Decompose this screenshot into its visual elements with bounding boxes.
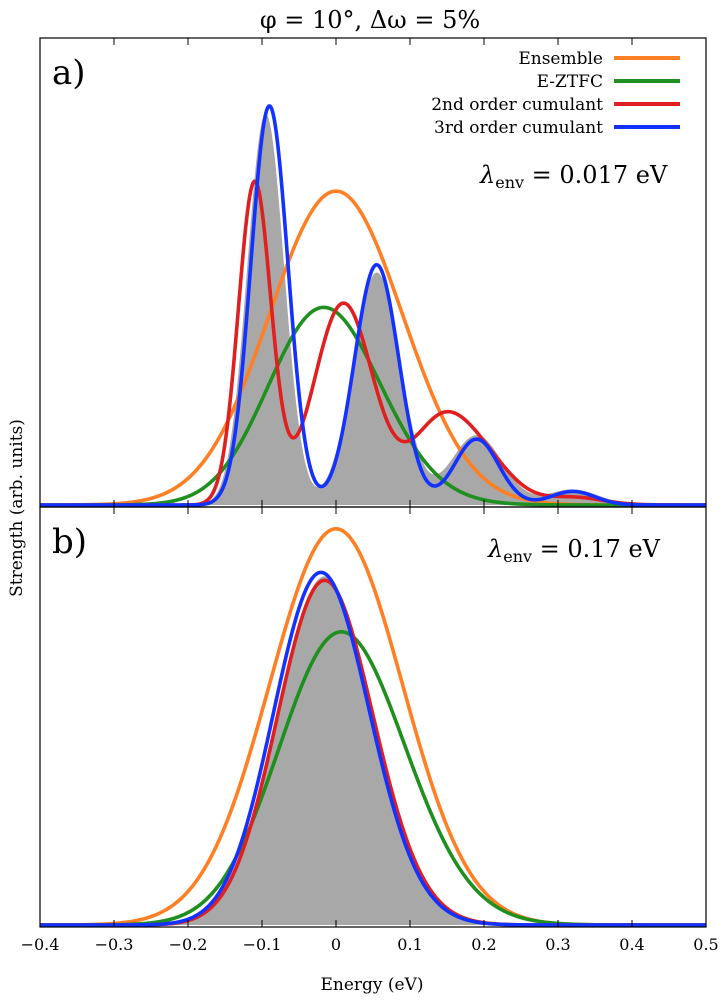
- y-axis-title: Strength (arb. units): [7, 419, 27, 597]
- legend-entry-label: 2nd order cumulant: [431, 95, 603, 115]
- panel-b-fill-area: [40, 576, 706, 925]
- panel-b-lambda-sub: env: [503, 547, 532, 566]
- x-tick-label: 0.3: [545, 935, 570, 954]
- x-tick-label: −0.3: [95, 935, 134, 954]
- x-axis-title: Energy (eV): [320, 975, 423, 995]
- panel-a-series-3rd-order-cumulant: [39, 104, 707, 507]
- x-tick-label: 0.5: [693, 935, 718, 954]
- legend-entry-label: 3rd order cumulant: [434, 118, 603, 138]
- panel-b-border: [39, 506, 707, 928]
- panel-a-fill-area: [40, 113, 706, 505]
- panel-b-frame: [39, 506, 707, 928]
- panel-b-lambda-value: = 0.17 eV: [532, 535, 661, 563]
- panel-a-lambda-symbol: λ: [479, 161, 495, 189]
- panel-a-fill-layer: [40, 113, 706, 505]
- main-title: φ = 10°, Δω = 5%: [260, 6, 480, 34]
- panel-a-label: a): [52, 53, 86, 93]
- panel-a-lambda-annotation: λenv = 0.017 eV: [479, 161, 668, 192]
- x-tick-label: 0.4: [619, 935, 644, 954]
- panel-b-fill-layer: [40, 576, 706, 925]
- x-tick-label: 0: [331, 935, 341, 954]
- x-tick-label: −0.1: [243, 935, 282, 954]
- x-tick-label: 0.1: [397, 935, 422, 954]
- panel-b-lambda-symbol: λ: [487, 535, 503, 563]
- legend-entry-label: E-ZTFC: [537, 72, 603, 92]
- x-tick-labels: −0.4 −0.3 −0.2 −0.1 0 0.1 0.2 0.3 0.4 0.5: [21, 935, 719, 954]
- x-tick-label: −0.4: [21, 935, 60, 954]
- panel-b-label: b): [52, 522, 87, 562]
- panel-a: a) λenv = 0.017 eV Ensemble E-ZTFC 2nd ord…: [39, 37, 707, 508]
- panel-b-series-3rd-order-cumulant: [39, 570, 707, 927]
- panel-a-lambda-value: = 0.017 eV: [524, 161, 668, 189]
- panel-b-lambda-annotation: λenv = 0.17 eV: [487, 535, 661, 566]
- x-tick-label: 0.2: [471, 935, 496, 954]
- panel-b: b) λenv = 0.17 eV: [39, 506, 707, 928]
- legend: Ensemble E-ZTFC 2nd order cumulant 3rd orde…: [431, 49, 680, 138]
- panel-a-line-layer: [39, 104, 707, 507]
- panel-a-lambda-sub: env: [495, 173, 524, 192]
- legend-entry-label: Ensemble: [518, 49, 603, 69]
- panel-b-line-layer: [39, 527, 707, 927]
- x-tick-label: −0.2: [169, 935, 208, 954]
